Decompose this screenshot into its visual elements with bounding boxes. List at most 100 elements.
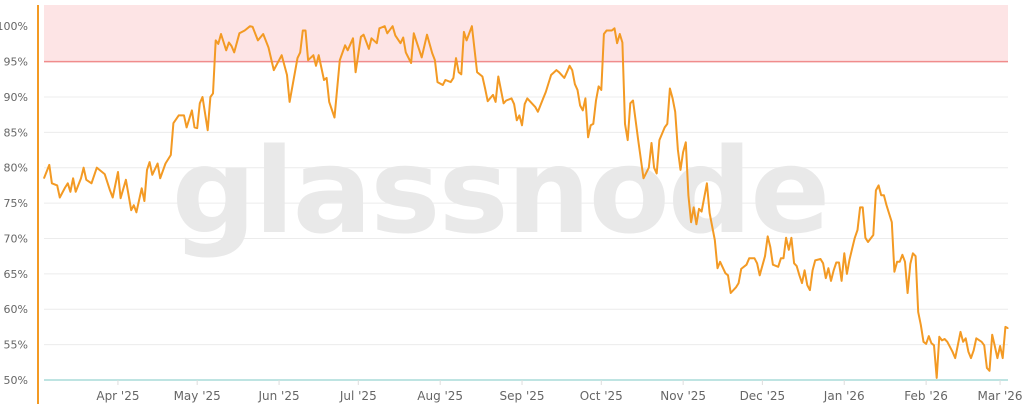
- data-point: [215, 39, 217, 41]
- data-point: [788, 249, 790, 251]
- data-point: [598, 85, 600, 87]
- data-point: [753, 257, 756, 259]
- data-point: [362, 34, 365, 36]
- data-point: [201, 96, 204, 98]
- data-point: [249, 25, 251, 27]
- data-point: [811, 269, 814, 271]
- data-point: [421, 56, 423, 58]
- data-point: [328, 101, 330, 103]
- data-point: [315, 65, 317, 67]
- x-tick-label: Nov '25: [660, 389, 706, 403]
- data-point: [605, 29, 608, 32]
- x-tick-label: Oct '25: [580, 389, 623, 403]
- data-point: [576, 89, 579, 91]
- data-point: [230, 45, 233, 47]
- data-point: [933, 344, 935, 346]
- data-point: [914, 255, 917, 257]
- data-point: [368, 48, 370, 50]
- x-tick-label: Sep '25: [500, 389, 545, 403]
- data-point: [862, 206, 864, 208]
- data-point: [796, 265, 798, 267]
- data-point: [339, 59, 341, 61]
- data-point: [767, 235, 769, 237]
- data-point: [281, 54, 283, 56]
- data-point: [104, 173, 106, 175]
- data-point: [851, 247, 853, 249]
- data-point: [455, 57, 457, 59]
- data-point: [143, 200, 145, 202]
- series-points: [43, 25, 1009, 379]
- data-point: [344, 44, 346, 46]
- data-point: [487, 100, 489, 102]
- data-point: [141, 187, 143, 189]
- data-point: [899, 261, 901, 263]
- data-point: [518, 114, 520, 116]
- data-point: [170, 154, 172, 156]
- data-point: [867, 241, 869, 243]
- shaded-band-above-95: [44, 5, 1008, 62]
- data-point: [360, 36, 362, 38]
- data-point: [745, 264, 748, 266]
- data-point: [156, 162, 159, 165]
- data-point: [885, 204, 888, 206]
- data-point: [912, 252, 914, 254]
- x-tick-label: Dec '25: [740, 389, 786, 403]
- data-point: [806, 284, 808, 286]
- data-point: [957, 344, 959, 346]
- data-point: [677, 149, 679, 151]
- data-point: [56, 184, 58, 187]
- data-point: [146, 169, 148, 171]
- data-point: [954, 357, 956, 359]
- data-point: [471, 25, 473, 27]
- data-point: [642, 177, 645, 179]
- data-point: [756, 262, 758, 264]
- data-point: [289, 101, 291, 103]
- data-point: [355, 71, 357, 73]
- data-point: [394, 34, 396, 37]
- data-point: [450, 81, 452, 83]
- data-point: [1002, 357, 1004, 359]
- data-point: [724, 272, 727, 274]
- data-point: [627, 139, 629, 141]
- data-point: [405, 51, 407, 54]
- y-tick-label: 55%: [4, 339, 28, 352]
- data-point: [228, 41, 230, 44]
- data-point: [701, 211, 703, 213]
- data-point: [988, 370, 991, 372]
- data-point: [302, 29, 304, 32]
- data-point: [798, 274, 800, 276]
- data-point: [877, 184, 880, 187]
- data-point: [920, 324, 922, 326]
- data-point: [846, 273, 848, 275]
- data-point: [59, 196, 61, 199]
- data-point: [80, 177, 82, 179]
- data-point: [830, 280, 832, 282]
- data-point: [312, 54, 314, 56]
- data-point: [671, 97, 674, 99]
- y-tick-label: 90%: [4, 91, 28, 104]
- y-tick-label: 80%: [4, 162, 28, 175]
- data-point: [944, 338, 946, 340]
- x-tick-label: Aug '25: [417, 389, 463, 403]
- data-point: [809, 289, 811, 291]
- data-point: [896, 261, 898, 263]
- data-point: [843, 252, 845, 254]
- data-point: [738, 282, 740, 284]
- data-point: [233, 51, 235, 54]
- data-point: [117, 171, 119, 173]
- data-point: [922, 341, 925, 343]
- data-point: [994, 345, 996, 347]
- data-point: [856, 229, 859, 231]
- data-point: [384, 25, 386, 27]
- data-point: [220, 33, 222, 35]
- data-point: [333, 116, 336, 119]
- data-point: [571, 69, 573, 71]
- y-tick-label: 65%: [4, 268, 28, 281]
- data-point: [526, 97, 528, 99]
- data-point: [217, 43, 219, 45]
- x-tick-label: Jan '26: [823, 389, 865, 403]
- data-point: [901, 254, 903, 256]
- data-point: [669, 87, 671, 90]
- data-point: [730, 292, 732, 294]
- data-point: [983, 344, 985, 346]
